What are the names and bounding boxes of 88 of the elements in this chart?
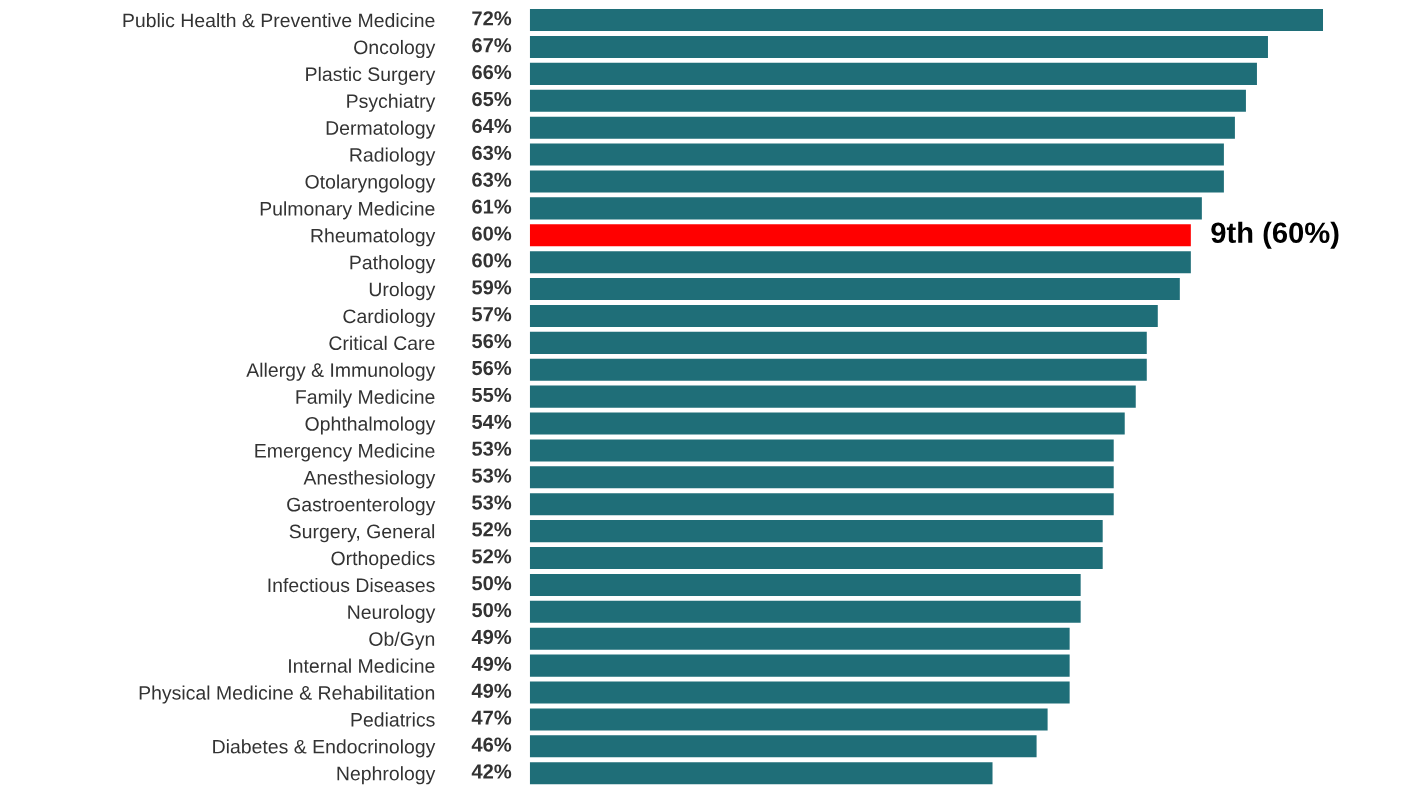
bar	[529, 89, 1246, 112]
y-tick-label: Internal Medicine	[289, 658, 435, 673]
data-label: 50%	[472, 576, 512, 591]
y-tick-label: Cardiology	[343, 308, 436, 328]
data-label: 56%	[472, 360, 512, 376]
bar	[529, 681, 1070, 704]
bar	[529, 385, 1136, 408]
data-label: 53%	[472, 495, 512, 510]
data-label: 42%	[471, 764, 512, 779]
data-label: 57%	[472, 307, 512, 322]
data-label: 72%	[472, 11, 512, 26]
bar	[529, 251, 1191, 274]
y-tick-label: Surgery, General	[289, 524, 435, 543]
y-tick-label: Emergency Medicine	[255, 443, 435, 462]
y-tick-label: Plastic Surgery	[306, 66, 436, 85]
data-label: 59%	[472, 280, 512, 295]
bar	[529, 493, 1114, 516]
bar	[529, 520, 1103, 543]
bar	[529, 62, 1257, 85]
y-tick-label: Radiology	[350, 147, 436, 166]
data-label: 56%	[472, 333, 512, 349]
bar	[529, 708, 1048, 731]
data-label: 63%	[472, 145, 512, 160]
data-label: 55%	[472, 387, 512, 403]
bar	[529, 547, 1103, 570]
y-tick-label: Pediatrics	[351, 712, 435, 727]
y-tick-label: Pulmonary Medicine	[260, 201, 435, 220]
bar	[529, 35, 1268, 58]
data-label: 67%	[472, 38, 512, 53]
bar	[529, 170, 1224, 193]
data-label: 66%	[472, 65, 512, 80]
y-tick-label: Ob/Gyn	[369, 631, 435, 650]
data-label: 52%	[472, 549, 512, 564]
data-label: 65%	[472, 91, 512, 107]
y-tick-label: Critical Care	[329, 335, 435, 351]
data-label: 54%	[472, 414, 512, 429]
y-tick-label: Allergy & Immunology	[246, 362, 436, 381]
bar	[529, 358, 1147, 381]
data-label: 49%	[471, 656, 512, 672]
bar	[529, 466, 1114, 489]
y-tick-label: Public Health & Preventive Medicine	[123, 13, 435, 28]
y-tick-label: Nephrology	[337, 766, 436, 785]
bar	[529, 735, 1037, 758]
y-tick-label: Infectious Diseases	[268, 577, 435, 593]
data-label: 61%	[472, 199, 512, 214]
y-tick-label: Physical Medicine & Rehabilitation	[139, 685, 435, 704]
y-tick-label: Oncology	[354, 39, 436, 59]
data-label: 46%	[471, 737, 512, 752]
bar	[529, 304, 1158, 327]
y-tick-label: Urology	[369, 282, 436, 301]
bar	[529, 224, 1191, 247]
y-tick-label: Neurology	[348, 604, 436, 623]
bar	[529, 573, 1081, 596]
bar	[529, 412, 1125, 435]
data-label: 64%	[472, 118, 512, 134]
data-label: 49%	[471, 683, 512, 698]
data-label: 47%	[471, 710, 512, 725]
y-tick-label: Diabetes & Endocrinology	[213, 739, 436, 758]
data-label: 60%	[472, 226, 512, 241]
y-tick-label: Otolaryngology	[305, 174, 436, 193]
y-tick-label: Pathology	[350, 255, 436, 274]
data-label: 53%	[472, 441, 512, 456]
data-label: 50%	[472, 602, 512, 618]
bar	[529, 116, 1235, 139]
bar	[529, 9, 1324, 32]
y-tick-label: Anesthesiology	[303, 470, 436, 489]
y-tick-label: Psychiatry	[347, 93, 436, 112]
bar	[529, 278, 1180, 301]
data-label: 60%	[472, 253, 512, 268]
y-tick-label: Ophthalmology	[305, 416, 436, 435]
bar	[529, 627, 1070, 650]
data-label: 63%	[472, 172, 512, 187]
bar	[529, 143, 1224, 166]
y-tick-label: Family Medicine	[296, 389, 435, 408]
bar	[529, 654, 1070, 677]
bar	[529, 331, 1147, 354]
y-tick-label: Dermatology	[326, 120, 436, 139]
data-label: 53%	[472, 468, 512, 483]
y-tick-label: Orthopedics	[331, 550, 435, 570]
bar	[529, 197, 1202, 220]
annotation: 9th (60%)	[1211, 221, 1339, 249]
y-tick-label: Gastroenterology	[287, 497, 436, 516]
bar	[529, 762, 993, 785]
bar	[529, 439, 1114, 462]
data-label: 49%	[471, 629, 512, 645]
bar	[529, 600, 1081, 623]
data-label: 52%	[472, 522, 512, 537]
y-tick-label: Rheumatology	[311, 228, 436, 247]
